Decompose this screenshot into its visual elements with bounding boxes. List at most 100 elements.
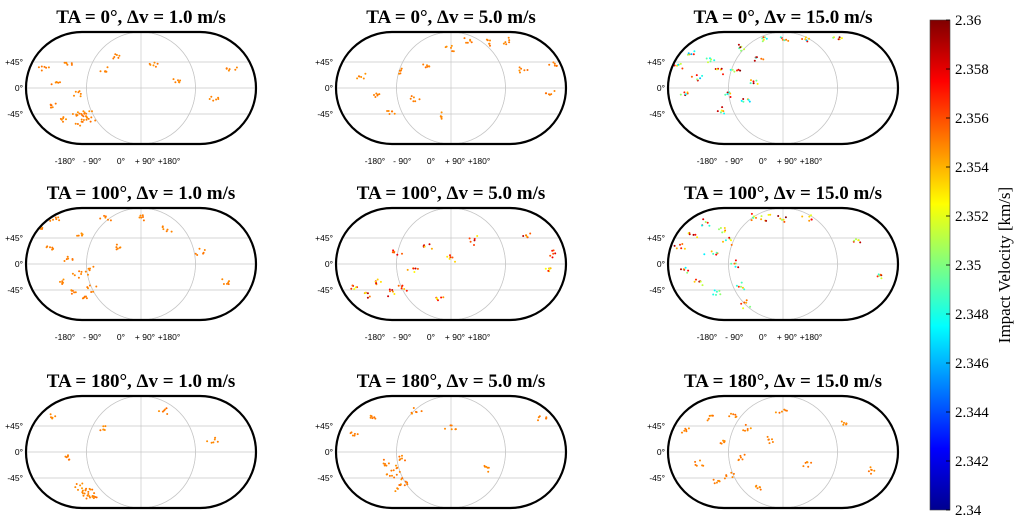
panel-title: TA = 180°, Δv = 1.0 m/s [47,371,236,392]
scatter-points [673,212,883,310]
data-point [62,120,64,123]
data-point [448,257,451,260]
lon-tick-label: -180° [697,332,717,342]
data-point [469,39,472,42]
data-point [385,473,388,476]
data-point [683,91,686,94]
lon-tick-label: - 90° [393,332,411,342]
data-point [730,243,733,246]
data-point [87,273,89,276]
lon-tick-label: 0° [759,156,767,166]
data-point [215,98,218,101]
data-point [40,65,43,68]
data-point [234,68,237,71]
lon-tick-label: -180° [365,332,385,342]
lat-tick-label: 0° [325,447,333,457]
data-point [161,226,164,229]
data-point [221,278,224,281]
data-point [760,57,763,60]
data-point [37,66,40,69]
data-point [505,43,508,46]
data-point [744,429,746,432]
map-border [24,30,258,146]
data-point [686,92,689,95]
data-point [78,112,81,115]
lon-tick-label: + 90° [135,156,155,166]
panel-title: TA = 0°, Δv = 15.0 m/s [693,7,872,28]
data-point [398,484,401,486]
data-point [226,282,228,285]
graticule [668,396,898,508]
data-point [391,474,393,477]
lon-tick-label: 0° [117,156,125,166]
data-point [709,60,712,63]
lon-tick-label: 0° [759,332,767,342]
panel: TA = 100°, Δv = 15.0 m/s +45° 0° -45° -180° -… [647,183,900,342]
data-point [723,440,726,442]
data-point [753,59,756,62]
data-point [81,120,84,123]
data-point [808,215,811,218]
data-point [385,464,388,467]
data-point [206,440,209,443]
data-point [350,287,353,290]
data-point [722,240,724,243]
data-point [422,63,425,66]
grid-meridian [396,396,506,508]
data-point [174,81,177,84]
data-point [115,246,118,249]
data-point [49,219,52,222]
data-point [845,422,848,425]
data-point [210,441,213,444]
data-point [755,216,757,219]
data-point [744,423,747,426]
data-point [745,299,748,302]
data-point [410,95,413,98]
colorbar-tick-label: 2.36 [955,13,982,29]
data-point [84,270,87,273]
data-point [76,123,79,125]
data-point [87,490,90,493]
data-point [85,118,88,121]
data-point [170,230,173,233]
data-point [393,293,396,295]
scatter-points [350,232,557,302]
data-point [104,425,107,428]
data-point [389,290,391,293]
lat-tick-label: 0° [657,447,665,457]
data-point [106,66,109,69]
data-point [808,219,811,222]
data-point [383,464,386,467]
data-point [832,36,835,39]
data-point [762,36,765,39]
data-point [737,285,740,288]
data-point [737,266,740,269]
data-point [444,427,446,430]
data-point [553,64,556,67]
lon-tick-label: - 90° [725,332,743,342]
data-point [80,270,83,273]
data-point [388,474,391,477]
data-point [712,478,715,481]
data-point [753,215,755,218]
data-point [548,268,551,270]
data-point [142,219,145,222]
data-point [726,93,729,96]
data-point [876,275,879,278]
data-point [40,69,43,72]
data-point [730,239,732,242]
lat-tick-label: +45° [647,233,665,243]
data-point [553,90,556,92]
lat-tick-label: +45° [315,421,333,431]
data-point [731,476,734,479]
data-point [489,39,491,42]
data-point [699,280,702,283]
data-point [401,457,403,460]
data-point [89,488,92,491]
data-point [388,288,391,291]
lon-tick-label: -180° [365,156,385,166]
data-point [778,411,781,414]
colorbar-tick-label: 2.358 [955,62,989,78]
data-point [66,63,69,66]
data-point [74,486,77,489]
